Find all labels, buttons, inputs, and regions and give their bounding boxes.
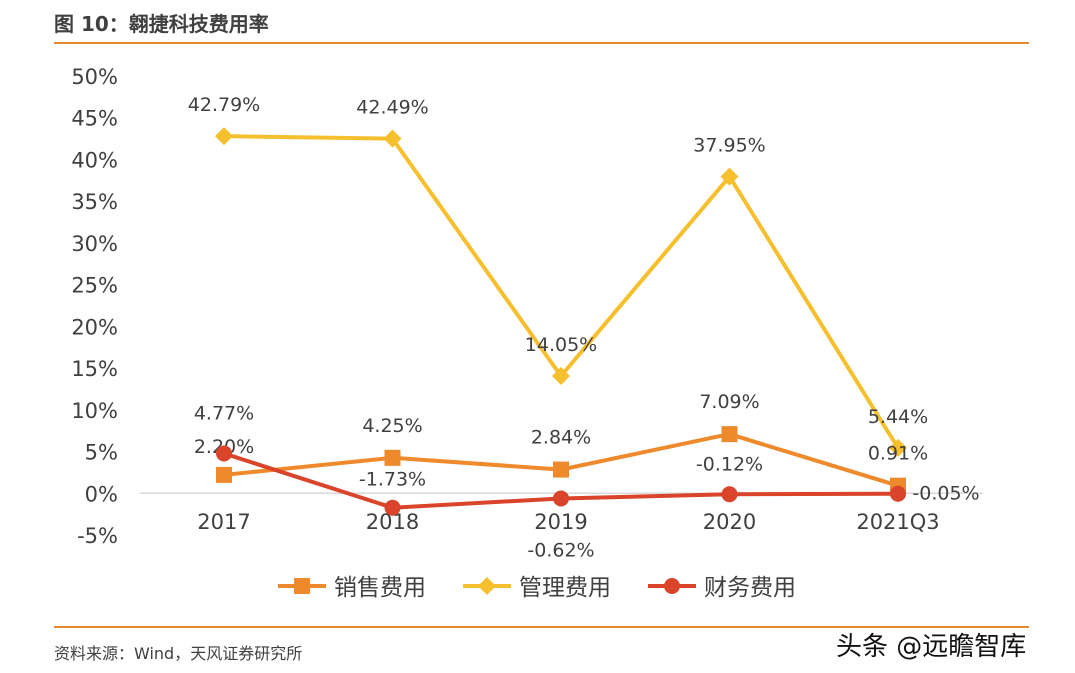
data-point bbox=[553, 461, 569, 478]
data-point bbox=[552, 367, 570, 386]
y-tick-label: 50% bbox=[71, 65, 118, 89]
y-tick-label: 45% bbox=[71, 107, 118, 131]
x-tick-label: 2021Q3 bbox=[856, 510, 939, 534]
y-tick-label: 25% bbox=[71, 274, 118, 298]
data-label: -1.73% bbox=[359, 469, 426, 491]
data-label: -0.12% bbox=[696, 453, 763, 475]
data-label: 0.91% bbox=[868, 443, 928, 465]
data-label: 7.09% bbox=[699, 391, 759, 413]
legend-label: 销售费用 bbox=[334, 575, 426, 601]
data-point bbox=[553, 490, 569, 507]
data-point bbox=[384, 499, 401, 516]
legend-marker bbox=[664, 578, 680, 594]
legend-marker bbox=[294, 578, 310, 594]
data-label: 42.49% bbox=[356, 97, 428, 119]
title-divider bbox=[54, 42, 1029, 44]
data-label: 4.25% bbox=[362, 415, 422, 437]
data-label: 2.84% bbox=[531, 427, 591, 449]
y-tick-label: 40% bbox=[71, 148, 118, 172]
x-tick-label: 2017 bbox=[197, 510, 250, 534]
series-line bbox=[223, 134, 900, 449]
y-tick-label: 35% bbox=[71, 190, 118, 214]
data-label: -0.62% bbox=[527, 539, 594, 561]
figure-title: 图 10：翱捷科技费用率 bbox=[54, 12, 269, 36]
legend-label: 管理费用 bbox=[519, 575, 611, 601]
data-point bbox=[215, 127, 233, 146]
y-tick-label: 20% bbox=[71, 315, 118, 339]
data-point bbox=[889, 438, 907, 457]
data-label: 5.44% bbox=[868, 406, 928, 428]
data-label: 37.95% bbox=[693, 135, 765, 157]
data-point bbox=[216, 445, 232, 462]
watermark: 头条 @远瞻智库 bbox=[836, 632, 1027, 662]
data-label: 14.05% bbox=[525, 334, 597, 356]
legend-label: 财务费用 bbox=[704, 575, 796, 601]
data-point bbox=[720, 167, 739, 186]
legend-marker bbox=[478, 577, 496, 595]
x-tick-label: 2019 bbox=[534, 510, 587, 534]
data-label: 4.77% bbox=[194, 402, 254, 424]
y-tick-label: -5% bbox=[77, 524, 118, 548]
y-tick-label: 30% bbox=[71, 232, 118, 256]
y-tick-label: 5% bbox=[85, 441, 118, 465]
data-label: 42.79% bbox=[188, 94, 260, 116]
footer-divider bbox=[54, 626, 1029, 628]
data-point bbox=[890, 485, 906, 502]
data-point bbox=[216, 466, 232, 483]
source-note: 资料来源：Wind，天风证券研究所 bbox=[54, 644, 303, 663]
data-point bbox=[383, 129, 402, 148]
data-point bbox=[721, 486, 738, 503]
y-tick-label: 0% bbox=[85, 482, 118, 506]
y-tick-label: 15% bbox=[71, 357, 118, 381]
data-point bbox=[721, 426, 738, 443]
data-label: -0.05% bbox=[912, 483, 979, 505]
y-tick-label: 10% bbox=[71, 399, 118, 423]
x-tick-label: 2020 bbox=[703, 510, 756, 534]
data-point bbox=[384, 449, 401, 466]
